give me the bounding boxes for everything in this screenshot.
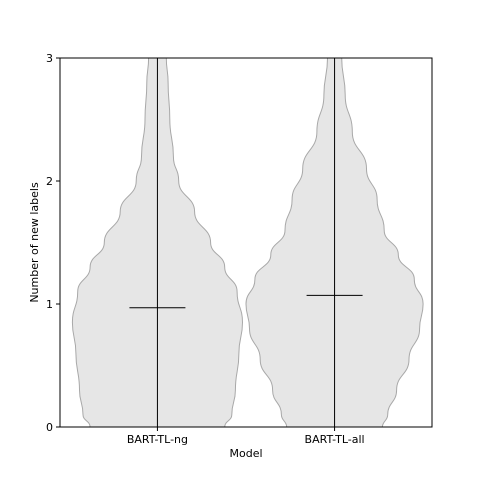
violins-layer bbox=[71, 57, 424, 428]
x-tick-label: BART-TL-all bbox=[305, 433, 365, 446]
y-axis: 0 1 2 3 bbox=[46, 52, 60, 434]
x-axis-label: Model bbox=[229, 447, 262, 460]
y-tick-label: 2 bbox=[46, 175, 53, 188]
y-tick-label: 1 bbox=[46, 298, 53, 311]
x-axis: BART-TL-ng BART-TL-all bbox=[127, 427, 365, 446]
x-tick-label: BART-TL-ng bbox=[127, 433, 188, 446]
y-tick-label: 3 bbox=[46, 52, 53, 65]
plot-frame bbox=[59, 57, 433, 428]
y-tick-label: 0 bbox=[46, 421, 53, 434]
y-axis-label: Number of new labels bbox=[28, 182, 41, 303]
